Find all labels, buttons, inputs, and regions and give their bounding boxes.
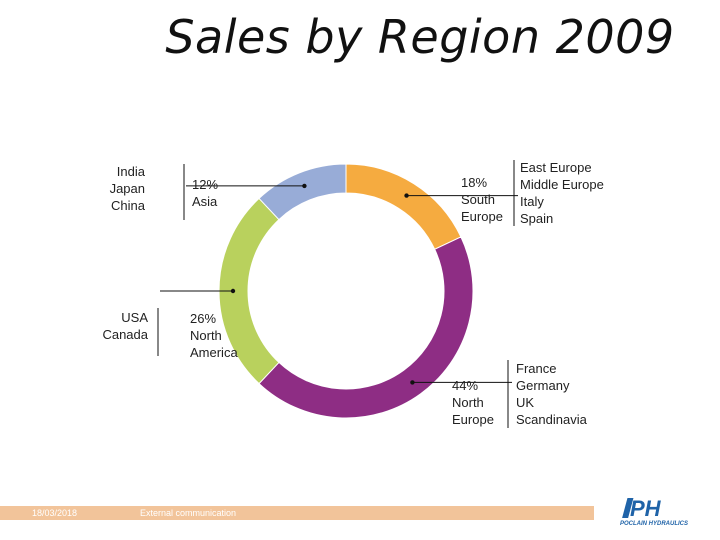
- slice-percent-label: 12%: [192, 177, 218, 192]
- donut-slice: [345, 163, 462, 250]
- slice-region-label: America: [190, 345, 238, 360]
- slice-country-label: China: [111, 198, 146, 213]
- slice-percent-label: 18%: [461, 175, 487, 190]
- slice-country-label: Middle Europe: [520, 177, 604, 192]
- slice-percent-label: 44%: [452, 378, 478, 393]
- footer-date: 18/03/2018: [32, 508, 78, 518]
- donut-slice: [258, 236, 474, 419]
- donut-slice: [258, 163, 347, 221]
- slice-region-label: Asia: [192, 194, 218, 209]
- slice-region-label: North: [190, 328, 222, 343]
- slice-region-label: South: [461, 192, 495, 207]
- slice-country-label: Canada: [102, 327, 148, 342]
- company-logo: PH POCLAIN HYDRAULICS: [620, 496, 688, 527]
- slice-country-label: USA: [121, 310, 148, 325]
- slice-country-label: India: [117, 164, 146, 179]
- slice-country-label: UK: [516, 395, 534, 410]
- donut-chart: 18% South Europe East Europe Middle Europe It…: [102, 160, 604, 428]
- slice-country-label: Scandinavia: [516, 412, 588, 427]
- footer-bar: [0, 506, 594, 520]
- slice-country-label: Germany: [516, 378, 570, 393]
- chart-title: Sales by Region 2009: [165, 10, 675, 64]
- slice-region-label: Europe: [461, 209, 503, 224]
- slice-country-label: Italy: [520, 194, 544, 209]
- logo-mark: PH: [630, 496, 662, 521]
- footer-note: External communication: [140, 508, 237, 518]
- slice-country-label: East Europe: [520, 160, 592, 175]
- slice-country-label: Spain: [520, 211, 553, 226]
- slice-country-label: France: [516, 361, 556, 376]
- slice-percent-label: 26%: [190, 311, 216, 326]
- leader-dot: [404, 193, 409, 198]
- slice-country-label: Japan: [110, 181, 145, 196]
- logo-text: POCLAIN HYDRAULICS: [620, 521, 688, 527]
- slice-region-label: Europe: [452, 412, 494, 427]
- slice-region-label: North: [452, 395, 484, 410]
